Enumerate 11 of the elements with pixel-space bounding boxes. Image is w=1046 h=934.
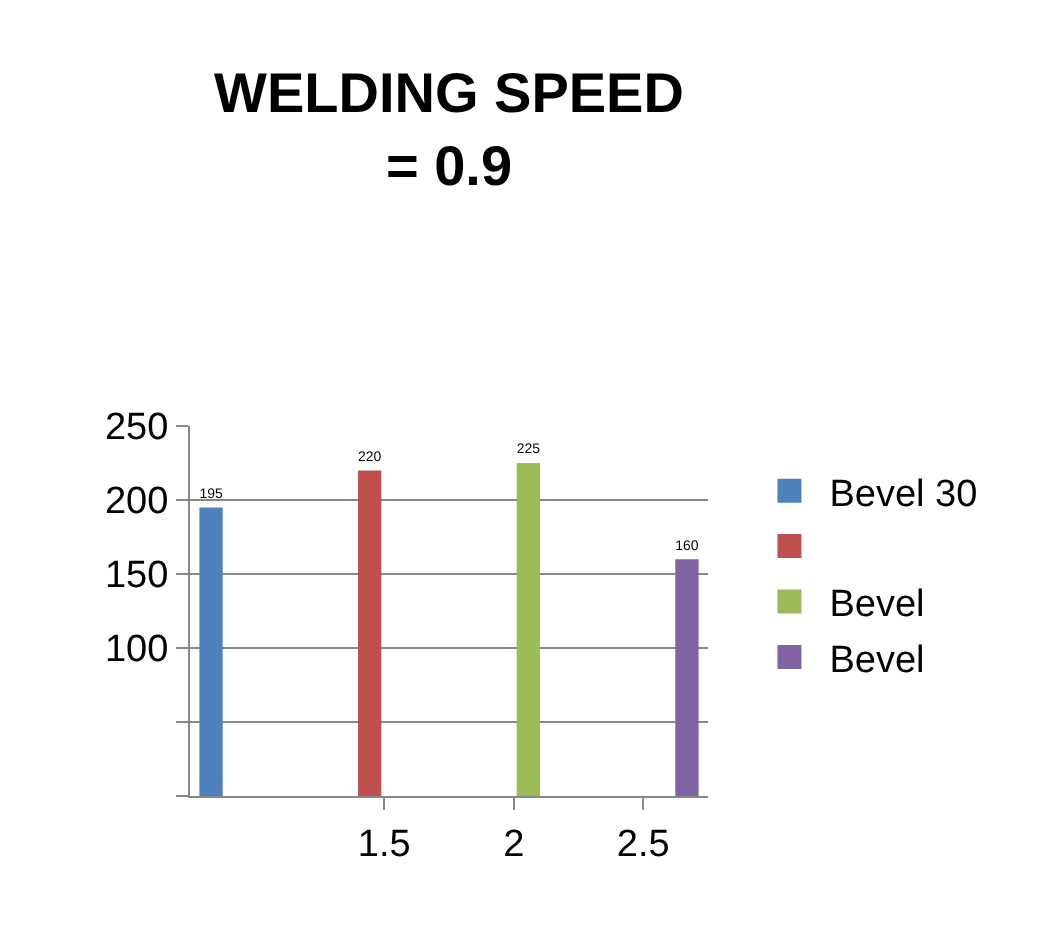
- x-tick-label: 2: [503, 823, 525, 866]
- chart-title: WELDING SPEED = 0.9: [214, 62, 684, 197]
- y-tick-label: 150: [104, 555, 169, 598]
- x-tick-label: 2.5: [616, 823, 670, 866]
- y-tick-label: 250: [104, 407, 169, 450]
- legend-label: Bevel 30: [829, 473, 978, 516]
- y-tick-label: 200: [104, 481, 169, 524]
- legend-label: Bevel: [829, 639, 925, 682]
- y-tick-label: 100: [104, 629, 169, 672]
- x-tick-label: 1.5: [357, 823, 411, 866]
- legend-label: Bevel: [829, 584, 925, 627]
